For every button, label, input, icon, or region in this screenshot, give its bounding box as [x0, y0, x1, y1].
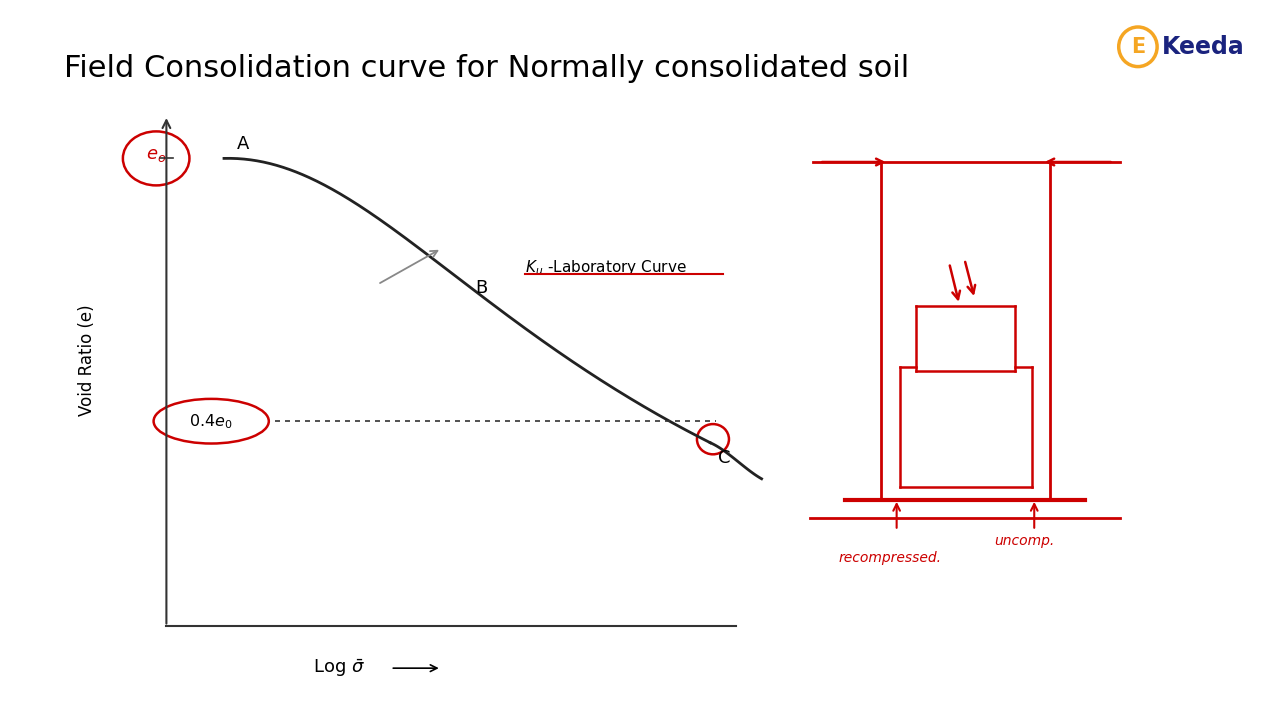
- Text: B: B: [475, 279, 488, 297]
- Text: Field Consolidation curve for Normally consolidated soil: Field Consolidation curve for Normally c…: [64, 54, 909, 83]
- Text: $K_u$ -Laboratory Curve: $K_u$ -Laboratory Curve: [525, 258, 686, 277]
- Text: Keeda: Keeda: [1162, 35, 1245, 59]
- Text: Void Ratio (e): Void Ratio (e): [78, 304, 96, 416]
- Text: Log $\bar{\sigma}$: Log $\bar{\sigma}$: [314, 657, 365, 679]
- Text: A: A: [237, 135, 250, 153]
- Text: $e_o$: $e_o$: [146, 145, 166, 163]
- Text: $0.4e_0$: $0.4e_0$: [189, 412, 233, 431]
- Text: E: E: [1130, 37, 1146, 57]
- Text: uncomp.: uncomp.: [993, 534, 1055, 549]
- Text: recompressed.: recompressed.: [838, 551, 941, 565]
- Text: C: C: [718, 449, 731, 467]
